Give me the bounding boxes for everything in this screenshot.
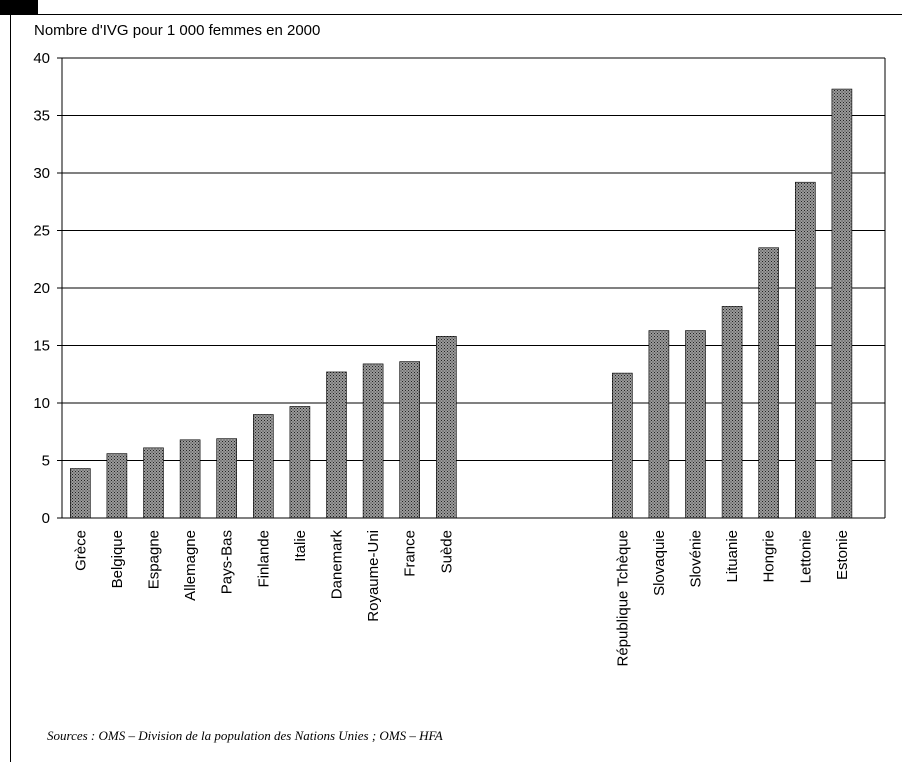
bar	[143, 447, 164, 519]
bar	[831, 88, 853, 519]
y-tick-label: 30	[33, 165, 50, 182]
y-axis-ticks: 0 5 10 15 20 25 30 35 40	[33, 50, 62, 527]
frame-left-border	[10, 14, 11, 762]
frame-top-border	[38, 14, 902, 15]
bar	[362, 363, 384, 519]
x-tick-label: Slovaquie	[651, 530, 668, 596]
x-tick-label: Lituanie	[724, 530, 741, 583]
bar-chart: Nombre d'IVG pour 1 000 femmes en 2000 0…	[33, 22, 886, 667]
y-tick-label: 35	[33, 108, 50, 125]
bar	[758, 247, 780, 519]
bars	[70, 88, 853, 519]
x-tick-label: République Tchèque	[614, 530, 631, 667]
bar	[326, 371, 347, 519]
corner-tab	[0, 0, 38, 15]
x-axis-labels: Grèce Belgique Espagne Allemagne Pays-Bas Fin…	[72, 530, 851, 667]
x-tick-label: Allemagne	[182, 530, 199, 601]
y-tick-label: 10	[33, 395, 50, 412]
x-tick-label: France	[402, 530, 419, 577]
x-tick-label: Belgique	[109, 530, 126, 588]
y-tick-label: 5	[42, 453, 50, 470]
source-note: Sources : OMS – Division de la populatio…	[47, 728, 443, 743]
bar	[106, 453, 128, 519]
x-tick-label: Slovénie	[688, 530, 705, 588]
bar	[70, 468, 91, 519]
bar	[435, 335, 457, 519]
bar	[685, 330, 706, 519]
y-tick-label: 40	[33, 50, 50, 67]
bar	[794, 181, 816, 519]
x-tick-label: Italie	[292, 530, 309, 562]
x-tick-label: Grèce	[72, 530, 89, 571]
x-tick-label: Suède	[438, 530, 455, 573]
x-tick-label: Espagne	[146, 530, 163, 589]
x-tick-label: Estonie	[834, 530, 851, 580]
bar	[253, 414, 274, 519]
x-tick-label: Danemark	[329, 530, 346, 600]
chart-title: Nombre d'IVG pour 1 000 femmes en 2000	[34, 22, 320, 39]
x-tick-label: Pays-Bas	[219, 530, 236, 594]
bar	[648, 330, 670, 519]
x-tick-label: Lettonie	[797, 530, 814, 583]
y-tick-label: 15	[33, 338, 50, 355]
y-tick-label: 0	[42, 510, 50, 527]
x-tick-label: Royaume-Uni	[365, 530, 382, 622]
bar	[399, 361, 421, 519]
bar	[289, 406, 311, 519]
bar	[721, 306, 743, 519]
x-tick-label: Finlande	[255, 530, 272, 588]
x-tick-label: Hongrie	[761, 530, 778, 583]
bar	[611, 372, 633, 519]
y-tick-label: 20	[33, 280, 50, 297]
y-tick-label: 25	[33, 223, 50, 240]
bar	[216, 438, 237, 519]
bar	[179, 439, 201, 519]
